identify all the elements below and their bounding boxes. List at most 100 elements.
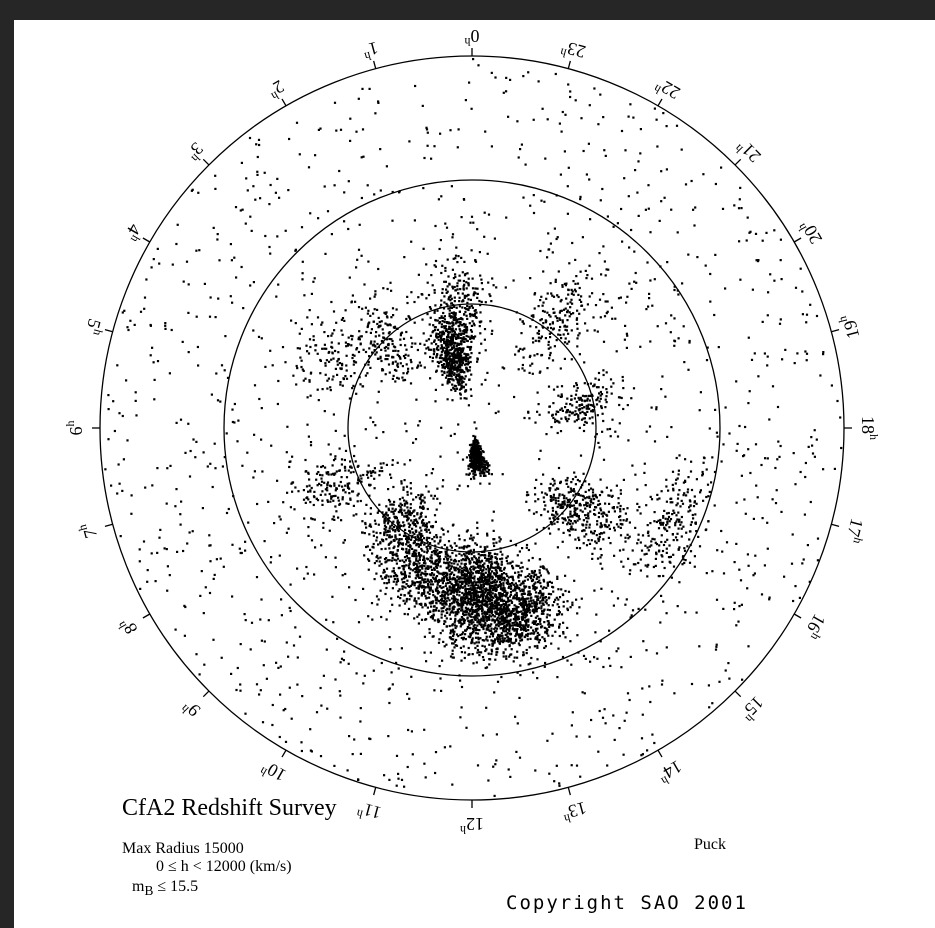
galaxy-point <box>403 524 406 527</box>
galaxy-point <box>460 554 463 557</box>
galaxy-point <box>417 573 420 576</box>
galaxy-point <box>563 494 566 497</box>
galaxy-point <box>505 655 508 658</box>
galaxy-point <box>355 348 358 351</box>
galaxy-point <box>438 331 442 334</box>
galaxy-point <box>467 612 470 615</box>
galaxy-point <box>498 567 501 570</box>
galaxy-point <box>672 539 675 542</box>
galaxy-point <box>485 470 488 473</box>
galaxy-point <box>476 594 479 597</box>
galaxy-point <box>537 606 540 609</box>
galaxy-point <box>480 455 483 459</box>
galaxy-point <box>443 370 446 373</box>
galaxy-point <box>545 602 548 605</box>
galaxy-point <box>435 553 438 556</box>
galaxy-point <box>554 502 557 505</box>
galaxy-point <box>436 562 439 565</box>
galaxy-point <box>461 369 464 372</box>
galaxy-point <box>475 593 478 596</box>
galaxy-point <box>660 540 663 544</box>
galaxy-point <box>483 465 486 468</box>
galaxy-point <box>485 628 488 631</box>
galaxy-point <box>396 549 399 552</box>
galaxy-point <box>470 304 473 308</box>
galaxy-point <box>510 585 513 588</box>
galaxy-point <box>602 293 605 296</box>
galaxy-point <box>582 519 585 522</box>
galaxy-point <box>554 630 557 633</box>
galaxy-point <box>421 585 424 588</box>
galaxy-point <box>534 636 537 639</box>
galaxy-point <box>407 592 410 595</box>
galaxy-point <box>619 507 622 511</box>
galaxy-point <box>399 506 402 509</box>
galaxy-point <box>666 538 669 541</box>
galaxy-point <box>476 632 480 635</box>
galaxy-point <box>433 577 436 580</box>
galaxy-point <box>408 598 411 601</box>
galaxy-point <box>477 641 480 644</box>
galaxy-point <box>522 588 525 591</box>
galaxy-point <box>682 525 685 528</box>
galaxy-point <box>387 363 391 366</box>
galaxy-point <box>433 595 436 598</box>
galaxy-point <box>484 615 488 618</box>
galaxy-point <box>392 510 395 513</box>
galaxy-point <box>476 466 479 470</box>
galaxy-point <box>463 274 467 277</box>
galaxy-point <box>560 298 563 302</box>
galaxy-point <box>409 482 412 485</box>
galaxy-point <box>501 610 504 613</box>
galaxy-point <box>484 463 487 466</box>
galaxy-point <box>432 605 436 608</box>
galaxy-point <box>561 503 564 506</box>
galaxy-point <box>467 584 470 587</box>
galaxy-point <box>466 345 469 348</box>
galaxy-point <box>444 342 447 346</box>
galaxy-point <box>415 549 418 552</box>
galaxy-point <box>442 528 445 531</box>
galaxy-point <box>487 582 490 585</box>
galaxy-point <box>503 630 506 633</box>
galaxy-point <box>591 491 595 494</box>
galaxy-point <box>385 574 388 577</box>
galaxy-point <box>518 602 521 605</box>
galaxy-point <box>470 334 473 337</box>
galaxy-point <box>491 610 494 614</box>
galaxy-point <box>562 621 565 624</box>
galaxy-point <box>399 541 402 544</box>
galaxy-point <box>454 614 457 617</box>
galaxy-point <box>451 354 454 357</box>
galaxy-point <box>340 329 343 332</box>
galaxy-point <box>509 632 513 635</box>
galaxy-point <box>540 585 543 588</box>
galaxy-point <box>468 312 472 316</box>
galaxy-point <box>461 617 464 620</box>
galaxy-point <box>476 287 479 290</box>
galaxy-point <box>540 605 543 608</box>
galaxy-point <box>453 296 456 299</box>
galaxy-point <box>407 607 411 610</box>
galaxy-point <box>590 498 593 501</box>
galaxy-point <box>493 544 496 548</box>
galaxy-point <box>488 599 491 602</box>
galaxy-point <box>556 294 559 297</box>
galaxy-point <box>557 528 560 531</box>
galaxy-point <box>487 623 490 627</box>
galaxy-point <box>487 281 490 284</box>
galaxy-point <box>446 382 449 385</box>
galaxy-point <box>636 542 639 545</box>
galaxy-point <box>452 318 455 322</box>
galaxy-point <box>402 599 405 602</box>
galaxy-point <box>445 582 448 585</box>
galaxy-point <box>459 366 462 369</box>
galaxy-point <box>665 547 668 550</box>
galaxy-point <box>562 632 565 635</box>
galaxy-point <box>507 598 510 601</box>
galaxy-point <box>461 558 465 561</box>
galaxy-point <box>440 345 444 349</box>
galaxy-point <box>526 567 529 570</box>
galaxy-point <box>414 567 417 570</box>
galaxy-point <box>480 600 483 603</box>
